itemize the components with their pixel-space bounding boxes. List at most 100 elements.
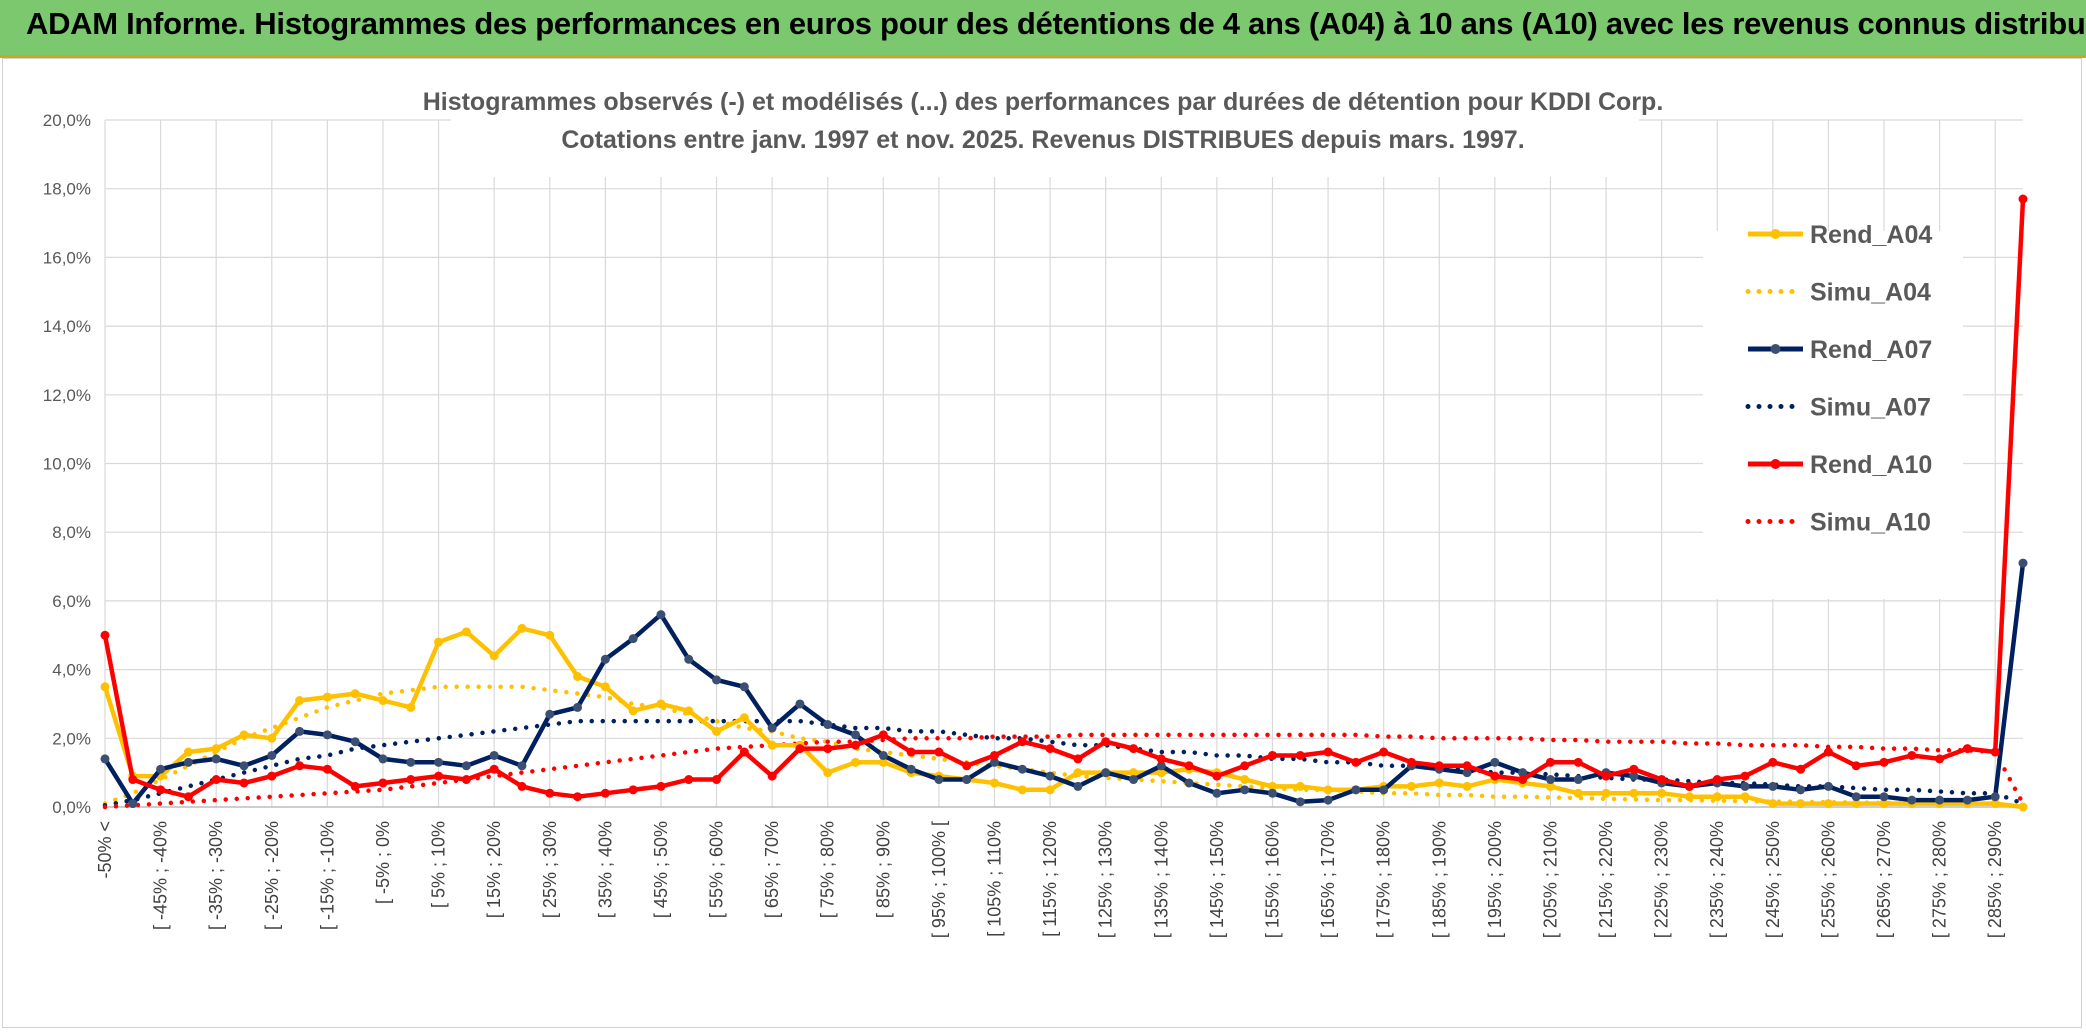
data-point-rend-a07 xyxy=(211,754,221,764)
line-chart: 0,0% 2,0% 4,0% 6,0% 8,0% 10,0% 12,0% 14,0% 16,0%… xyxy=(43,69,2028,938)
data-point-rend-a10 xyxy=(517,781,527,791)
x-tick-label: [ 285% ; 290% xyxy=(1985,821,2005,938)
data-point-rend-a04 xyxy=(990,778,1000,788)
data-point-rend-a04 xyxy=(1629,788,1639,798)
y-tick-label: 12,0% xyxy=(43,386,91,405)
data-point-rend-a10 xyxy=(1935,754,1945,764)
data-point-rend-a10 xyxy=(1518,775,1528,785)
data-point-rend-a10 xyxy=(545,788,555,798)
data-point-rend-a04 xyxy=(100,682,110,692)
data-point-rend-a07 xyxy=(1017,764,1027,774)
y-tick-label: 16,0% xyxy=(43,248,91,267)
x-tick-label: [ 155% ; 160% xyxy=(1262,821,1282,938)
x-tick-label: [ 75% ; 80% xyxy=(818,821,838,918)
data-point-rend-a04 xyxy=(1573,788,1583,798)
data-point-rend-a10 xyxy=(1879,757,1889,767)
data-point-rend-a04 xyxy=(628,706,638,716)
data-point-rend-a10 xyxy=(156,785,166,795)
data-point-rend-a10 xyxy=(1406,757,1416,767)
data-point-rend-a10 xyxy=(767,771,777,781)
data-point-rend-a07 xyxy=(1212,788,1222,798)
data-point-rend-a10 xyxy=(906,747,916,757)
x-tick-label: [ 65% ; 70% xyxy=(762,821,782,918)
x-tick-label: [ 135% ; 140% xyxy=(1151,821,1171,938)
data-point-rend-a04 xyxy=(545,630,555,640)
data-point-rend-a10 xyxy=(295,761,305,771)
data-point-rend-a04 xyxy=(1128,768,1138,778)
data-point-rend-a10 xyxy=(712,775,722,785)
x-tick-label: -50% < xyxy=(95,821,115,879)
data-point-rend-a04 xyxy=(1990,799,2000,809)
x-tick-label: [ -15% ; -10% xyxy=(317,821,337,930)
data-point-rend-a04 xyxy=(851,757,861,767)
y-tick-label: 20,0% xyxy=(43,111,91,130)
data-point-rend-a07 xyxy=(1935,795,1945,805)
x-tick-label: [ 55% ; 60% xyxy=(707,821,727,918)
y-tick-label: 4,0% xyxy=(52,661,91,680)
data-point-rend-a04 xyxy=(1796,799,1806,809)
series-line-simu-a04 xyxy=(102,684,2026,810)
x-tick-label: [ 45% ; 50% xyxy=(651,821,671,918)
x-tick-label: [ 215% ; 220% xyxy=(1596,821,1616,938)
data-point-rend-a07 xyxy=(1990,792,2000,802)
data-point-rend-a04 xyxy=(489,651,499,661)
data-point-rend-a10 xyxy=(1990,747,2000,757)
data-point-rend-a10 xyxy=(461,775,471,785)
x-tick-label: [ 205% ; 210% xyxy=(1540,821,1560,938)
data-point-rend-a04 xyxy=(1545,781,1555,791)
data-point-rend-a04 xyxy=(1156,768,1166,778)
x-tick-label: [ 225% ; 230% xyxy=(1652,821,1672,938)
data-point-rend-a10 xyxy=(1128,744,1138,754)
data-point-rend-a10 xyxy=(628,785,638,795)
data-point-rend-a04 xyxy=(517,623,527,633)
data-point-rend-a07 xyxy=(600,654,610,664)
data-point-rend-a04 xyxy=(767,740,777,750)
data-point-rend-a04 xyxy=(1657,788,1667,798)
y-tick-label: 0,0% xyxy=(52,798,91,817)
x-tick-label: [ 35% ; 40% xyxy=(595,821,615,918)
data-point-rend-a04 xyxy=(295,696,305,706)
data-point-rend-a04 xyxy=(656,699,666,709)
report-banner: ADAM Informe. Histogrammes des performan… xyxy=(0,0,2086,58)
data-point-rend-a10 xyxy=(267,771,277,781)
data-point-rend-a07 xyxy=(990,757,1000,767)
x-tick-label: [ 175% ; 180% xyxy=(1374,821,1394,938)
data-point-rend-a04 xyxy=(712,726,722,736)
x-tick-label: [ 185% ; 190% xyxy=(1429,821,1449,938)
data-point-rend-a10 xyxy=(489,764,499,774)
data-point-rend-a10 xyxy=(1240,761,1250,771)
data-point-rend-a10 xyxy=(1490,771,1500,781)
data-point-rend-a07 xyxy=(851,730,861,740)
data-point-rend-a07 xyxy=(1823,781,1833,791)
data-point-rend-a10 xyxy=(434,771,444,781)
chart-subtitle: Cotations entre janv. 1997 et nov. 2025.… xyxy=(561,126,1524,154)
data-point-rend-a10 xyxy=(573,792,583,802)
data-point-rend-a07 xyxy=(1073,781,1083,791)
x-tick-label: [ -45% ; -40% xyxy=(151,821,171,930)
data-point-rend-a07 xyxy=(1907,795,1917,805)
data-point-rend-a10 xyxy=(1434,761,1444,771)
data-point-rend-a10 xyxy=(1351,757,1361,767)
data-point-rend-a07 xyxy=(1045,771,1055,781)
data-point-rend-a10 xyxy=(1962,744,1972,754)
data-point-rend-a04 xyxy=(1073,768,1083,778)
data-point-rend-a10 xyxy=(1768,757,1778,767)
data-point-rend-a04 xyxy=(434,637,444,647)
data-point-rend-a07 xyxy=(823,720,833,730)
data-point-rend-a07 xyxy=(1267,788,1277,798)
x-tick-label: [ 265% ; 270% xyxy=(1874,821,1894,938)
data-point-rend-a10 xyxy=(600,788,610,798)
legend-label-rend-a07: Rend_A07 xyxy=(1810,336,1932,364)
data-point-rend-a10 xyxy=(350,781,360,791)
data-point-rend-a10 xyxy=(1045,744,1055,754)
data-point-rend-a04 xyxy=(1823,799,1833,809)
data-point-rend-a07 xyxy=(1518,768,1528,778)
data-point-rend-a07 xyxy=(1796,785,1806,795)
data-point-rend-a10 xyxy=(1684,781,1694,791)
data-point-rend-a10 xyxy=(739,747,749,757)
series-line-rend-a10 xyxy=(102,198,2026,799)
data-point-rend-a10 xyxy=(1017,737,1027,747)
data-point-rend-a04 xyxy=(183,747,193,757)
legend-marker-rend-a07 xyxy=(1770,344,1781,354)
legend: Rend_A04 Simu_A04 Rend_A07 Simu_A07 Rend_A10… xyxy=(1745,221,1932,537)
